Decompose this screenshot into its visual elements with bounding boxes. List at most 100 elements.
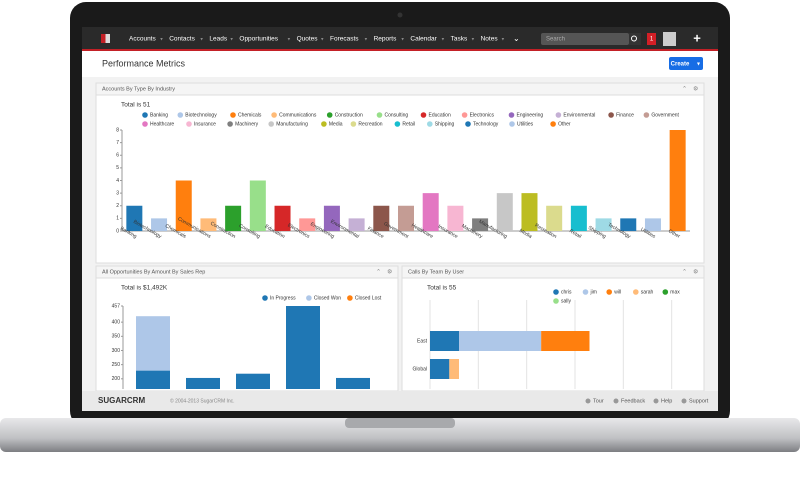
nav-item[interactable]: Accounts: [129, 36, 156, 43]
legend-label: Other: [558, 121, 571, 127]
legend-swatch: [550, 121, 556, 127]
legend-label: Electronics: [470, 112, 495, 118]
bar: [249, 180, 266, 231]
collapse-icon[interactable]: ⌃: [682, 269, 687, 276]
bar: [496, 193, 513, 231]
legend-label: Engineering: [517, 112, 544, 118]
nav-caret: ▾: [230, 36, 233, 42]
legend-swatch: [555, 112, 562, 118]
legend-label: Communications: [279, 112, 317, 118]
nav-caret: ▾: [502, 36, 505, 42]
page-title: Performance Metrics: [102, 58, 186, 68]
bar: [521, 193, 538, 231]
settings-icon[interactable]: ⚙: [693, 86, 698, 93]
nav-item[interactable]: Forecasts: [330, 36, 359, 43]
nav-caret: ▾: [200, 36, 203, 42]
search-button[interactable]: [629, 33, 641, 45]
nav-caret: ▾: [160, 36, 163, 42]
nav-item[interactable]: Opportunities: [239, 36, 278, 43]
nav-caret: ▾: [442, 36, 445, 42]
nav-item[interactable]: Tasks: [451, 36, 468, 43]
bar-segment: [286, 306, 320, 389]
legend-swatch: [227, 121, 233, 127]
legend-label: Recreation: [358, 121, 382, 127]
bar-segment: [430, 331, 459, 351]
create-caret: ▾: [697, 62, 700, 68]
legend-label: Environmental: [563, 112, 595, 118]
search-icon: [631, 35, 637, 42]
y-tick-label: 1: [116, 216, 119, 222]
legend-swatch: [230, 112, 236, 118]
legend-label: Closed Won: [314, 295, 341, 301]
legend-swatch: [582, 289, 589, 295]
bar: [669, 130, 686, 231]
collapse-icon[interactable]: ⌃: [682, 86, 687, 93]
legend-swatch: [427, 121, 433, 127]
bar-segment: [336, 377, 370, 389]
legend-swatch: [271, 112, 277, 118]
bar: [472, 218, 489, 231]
x-tick-label: Other: [667, 228, 681, 240]
legend-swatch: [326, 112, 333, 118]
legend-label: Insurance: [194, 121, 216, 127]
legend-swatch: [350, 121, 357, 127]
bar: [299, 218, 316, 231]
legend-label: Technology: [473, 121, 499, 127]
legend-label: Education: [429, 112, 451, 118]
bar: [422, 193, 439, 231]
dashlet-title: All Opportunities By Amount By Sales Rep: [102, 269, 205, 275]
create-button[interactable]: [669, 57, 703, 70]
search-box[interactable]: [541, 33, 629, 45]
legend-label: max: [670, 289, 680, 295]
bar: [546, 205, 563, 231]
y-tick-label: 8: [116, 127, 119, 133]
legend-label: sarah: [641, 289, 654, 295]
legend-swatch: [509, 121, 515, 127]
legend-label: Retail: [402, 121, 415, 127]
laptop-base: [0, 418, 800, 452]
nav-item[interactable]: Contacts: [169, 36, 195, 43]
avatar[interactable]: [663, 32, 676, 46]
dashlet: Calls By Team By User ⌃ ⚙ Total is 55 chris j…: [401, 265, 705, 392]
y-tick-label: Global: [413, 366, 427, 372]
camera: [397, 12, 403, 18]
nav-item[interactable]: Leads: [209, 36, 227, 43]
footer-link[interactable]: Help: [661, 398, 672, 404]
legend-swatch: [177, 112, 184, 118]
collapse-icon[interactable]: ⌃: [376, 269, 381, 276]
dashlet-title: Calls By Team By User: [408, 269, 464, 275]
footer-link[interactable]: Tour: [593, 398, 604, 404]
legend-label: Healthcare: [150, 121, 174, 127]
footer-logo: SUGARCRM: [98, 396, 145, 405]
nav-item[interactable]: Notes: [481, 36, 499, 43]
nav-item[interactable]: Reports: [374, 36, 398, 43]
nav-item[interactable]: Calendar: [410, 36, 437, 43]
y-tick-label: 457: [112, 303, 121, 309]
bar-segment: [186, 377, 220, 389]
bar: [373, 205, 390, 231]
dashlet-header: [95, 82, 705, 96]
bar-segment: [136, 370, 170, 389]
settings-icon[interactable]: ⚙: [387, 269, 392, 276]
y-tick-label: 5: [116, 165, 119, 171]
settings-icon[interactable]: ⚙: [693, 269, 698, 276]
dashlet-header: [401, 265, 705, 279]
legend-swatch: [420, 112, 427, 118]
more-icon[interactable]: ⌄: [513, 34, 520, 43]
legend-label: Biotechnology: [185, 112, 217, 118]
y-tick-label: 0: [116, 228, 119, 234]
footer-link[interactable]: Feedback: [621, 398, 645, 404]
footer-links: Tour Feedback Help Support: [585, 398, 709, 404]
bar: [323, 205, 340, 231]
bar: [225, 205, 242, 231]
dashlet-frame: [95, 82, 705, 264]
y-tick-label: 4: [116, 178, 119, 184]
notification-badge[interactable]: [647, 33, 656, 45]
add-icon[interactable]: +: [693, 30, 701, 45]
nav-item[interactable]: Quotes: [297, 36, 319, 43]
legend-swatch: [142, 121, 148, 127]
footer-link[interactable]: Support: [689, 398, 709, 404]
dashlet-total: Total is $1,492K: [121, 285, 168, 292]
bar: [570, 205, 587, 231]
